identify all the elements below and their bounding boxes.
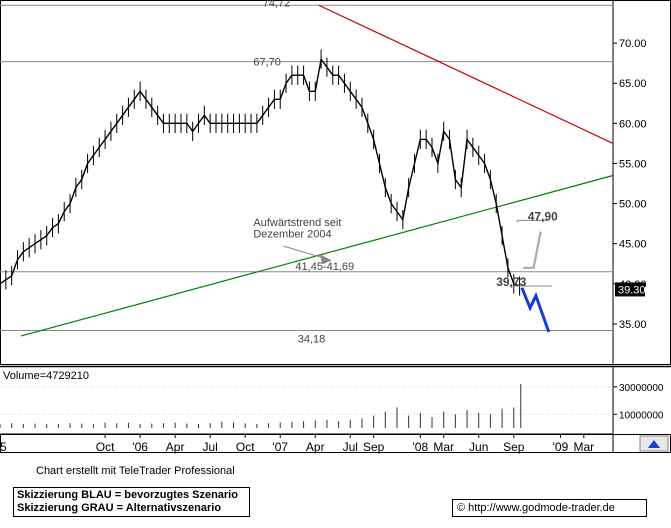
x-tick-label-14: '09: [553, 440, 569, 454]
y-tick-label-2: 45.00: [619, 239, 647, 251]
price-series-line: [0, 57, 520, 287]
chart-credit: Chart erstellt mit TeleTrader Profession…: [36, 465, 235, 477]
trendline-0: [318, 4, 614, 144]
y-tick-label-3: 50.00: [619, 199, 647, 211]
x-tick-label-5: Oct: [236, 440, 255, 454]
legend-blue-scenario: Skizzierung BLAU = bevorzugtes Szenario: [17, 489, 238, 501]
website-link[interactable]: © http://www.godmode-trader.de: [452, 499, 647, 517]
level-label-0: 74,72: [263, 0, 291, 9]
price-volume-chart: 35.0040.0045.0050.0055.0060.0065.0070.00…: [0, 0, 671, 454]
x-tick-label-4: Jul: [202, 440, 217, 454]
copyright-icon: ©: [457, 502, 466, 514]
scroll-arrow-icon: [648, 440, 660, 448]
x-tick-label-7: Apr: [306, 440, 325, 454]
annotation-arrow-head: [319, 254, 332, 265]
x-tick-label-12: Jun: [469, 440, 488, 454]
y-tick-label-7: 70.00: [619, 38, 647, 50]
x-tick-label-8: Jul: [343, 440, 358, 454]
annotation-2: 47,90: [528, 209, 558, 223]
annotation-3: 39,73: [496, 275, 526, 289]
volume-label: Volume=4729210: [3, 370, 89, 382]
x-tick-label-3: Apr: [166, 440, 185, 454]
scenario-grey-path: [523, 231, 542, 269]
x-tick-label-6: '07: [272, 440, 288, 454]
x-tick-label-11: Mar: [433, 440, 454, 454]
y-tick-label-4: 55.00: [619, 158, 647, 170]
scenario-blue-path: [520, 287, 551, 333]
x-tick-label-2: '06: [132, 440, 148, 454]
current-price-label: 39.30: [618, 284, 646, 296]
x-tick-label-1: Oct: [96, 440, 115, 454]
level-label-3: 34,18: [298, 334, 326, 346]
price-panel-frame: [0, 0, 671, 365]
annotation-1: Dezember 2004: [253, 228, 331, 240]
x-tick-label-9: Sep: [363, 440, 385, 454]
x-tick-label-10: '08: [413, 440, 429, 454]
annotation-0: Aufwärtstrend seit: [253, 217, 341, 229]
marker-4790-line: [516, 219, 549, 223]
current-price-badge: [615, 282, 645, 297]
x-tick-label-13: Sep: [503, 440, 525, 454]
y-tick-label-0: 35.00: [619, 319, 647, 331]
legend-grey-scenario: Skizzierung GRAU = Alternativszenario: [17, 502, 222, 514]
volume-tick-label-1: 30000000: [619, 383, 664, 394]
website-url: http://www.godmode-trader.de: [468, 502, 615, 514]
y-tick-label-5: 60.00: [619, 118, 647, 130]
scenario-legend: Skizzierung BLAU = bevorzugtes Szenario …: [13, 487, 250, 517]
x-tick-label-0: 05: [0, 440, 7, 454]
volume-tick-label-0: 10000000: [619, 410, 664, 421]
y-tick-label-6: 65.00: [619, 78, 647, 90]
level-label-2: 41,45-41,69: [295, 261, 354, 273]
level-label-1: 67,70: [253, 57, 281, 69]
x-tick-label-15: Mar: [573, 440, 594, 454]
